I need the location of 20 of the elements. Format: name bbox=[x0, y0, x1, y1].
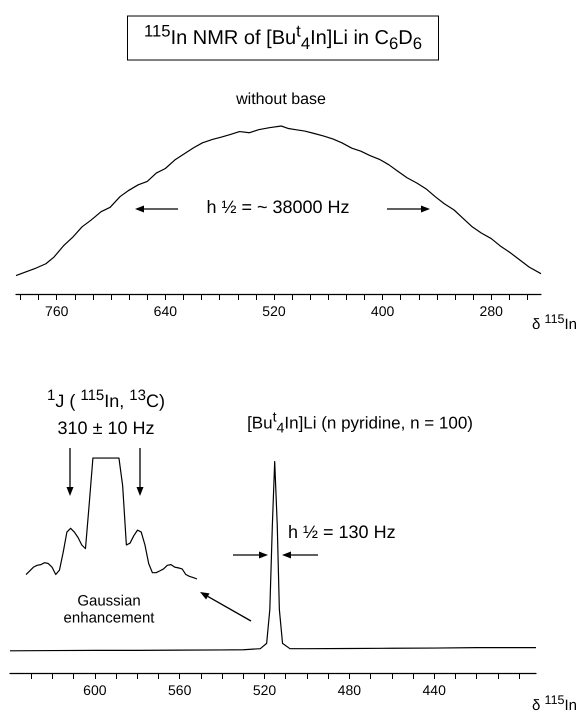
chart-title: $^{115}$In NMR of [Bu$^{t}$$_{4}$In]Li in C$_{6}$D$_{6}$ bbox=[127, 16, 439, 60]
x-axis-title: δ $^{115}$In bbox=[532, 692, 577, 712]
x-tick-label: 560 bbox=[168, 682, 192, 698]
chart-subtitle: without base bbox=[236, 91, 326, 109]
x-tick-label: 520 bbox=[252, 682, 276, 698]
x-tick-label: 400 bbox=[370, 303, 394, 319]
x-tick-label: 440 bbox=[422, 682, 446, 698]
x-tick-label: 280 bbox=[480, 303, 504, 319]
text: $^{1}$J ( $^{115}$In, $^{13}$C) bbox=[47, 387, 165, 412]
annotation: h ½ = ~ 38000 Hz bbox=[206, 197, 350, 218]
annotation: Gaussian enhancement bbox=[62, 592, 156, 626]
chart-title: [Bu$^{t}$$_{4}$In]Li (n pyridine, n = 100) bbox=[247, 410, 473, 438]
text: 310 ± 10 Hz bbox=[58, 418, 154, 439]
x-axis-title: δ $^{115}$In bbox=[532, 312, 577, 334]
x-tick-label: 480 bbox=[338, 682, 362, 698]
x-tick-label: 640 bbox=[154, 303, 178, 319]
x-tick-label: 520 bbox=[262, 303, 286, 319]
annotation: h ½ = 130 Hz bbox=[288, 522, 396, 543]
x-tick-label: 760 bbox=[45, 303, 69, 319]
x-tick-label: 600 bbox=[83, 682, 107, 698]
